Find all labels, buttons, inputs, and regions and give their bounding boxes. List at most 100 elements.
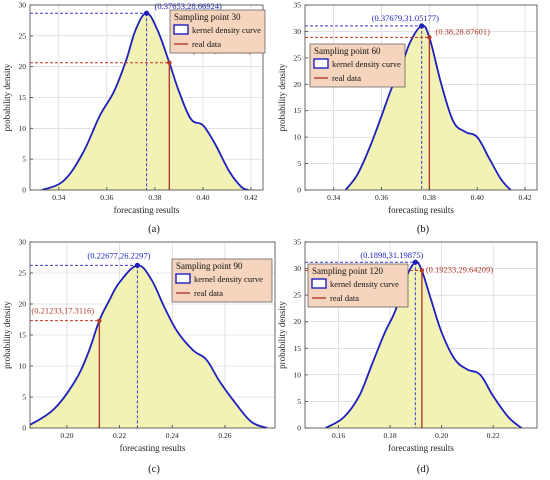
y-tick-label: 35 xyxy=(294,238,302,247)
legend-entry: kernel density curve xyxy=(330,279,399,289)
y-tick-label: 15 xyxy=(294,344,302,353)
y-tick-label: 0 xyxy=(297,424,301,433)
real-point-label: (0.21233,17.3116) xyxy=(31,306,94,316)
legend: Sampling point 30 kernel density curve rea… xyxy=(169,9,266,54)
panel-2: (0.37679,31.05177) (0.38,28.87601) 0.34 0.3… xyxy=(277,1,538,235)
y-tick-label: 30 xyxy=(19,1,27,10)
axes-frame xyxy=(304,241,538,429)
legend: Sampling point 60 kernel density curve rea… xyxy=(309,43,406,88)
x-tick-label: 0.20 xyxy=(60,431,73,440)
x-tick-label: 0.40 xyxy=(471,193,484,202)
density-area xyxy=(30,265,268,428)
legend-title: Sampling point 60 xyxy=(314,46,381,56)
x-tick-label: 0.36 xyxy=(375,193,388,202)
x-tick-label: 0.40 xyxy=(196,193,209,202)
x-tick-label: 0.36 xyxy=(100,193,113,202)
y-tick-label: 20 xyxy=(294,80,302,89)
legend-swatch-curve xyxy=(311,278,327,289)
y-tick-label: 30 xyxy=(294,264,302,273)
y-tick-label: 30 xyxy=(294,27,302,36)
y-tick-label: 5 xyxy=(22,155,26,164)
y-tick-label: 25 xyxy=(294,53,302,62)
x-tick-label: 0.42 xyxy=(244,193,257,202)
x-tick-label: 0.22 xyxy=(487,431,500,440)
legend-entry: real data xyxy=(192,39,221,49)
real-point-marker xyxy=(427,35,432,40)
x-axis-label: forecasting results xyxy=(388,205,454,215)
x-axis-label: forecasting results xyxy=(114,205,180,215)
legend-swatch-curve xyxy=(175,273,191,284)
density-area xyxy=(325,261,522,428)
real-point-marker xyxy=(97,318,102,323)
legend-swatch-curve xyxy=(313,58,329,69)
y-tick-label: 5 xyxy=(297,159,301,168)
density-area xyxy=(345,25,511,190)
legend-entry: kernel density curve xyxy=(192,25,261,35)
x-tick-label: 0.34 xyxy=(327,193,340,202)
mode-point-marker xyxy=(143,10,150,16)
x-tick-label: 0.24 xyxy=(166,431,179,440)
y-tick-label: 10 xyxy=(294,370,302,379)
y-tick-label: 10 xyxy=(294,133,302,142)
x-axis-label: forecasting results xyxy=(120,443,186,453)
kernel-density-curve xyxy=(344,24,512,190)
legend: Sampling point 120 kernel density curve re… xyxy=(307,263,409,308)
x-tick-label: 0.16 xyxy=(332,431,345,440)
x-tick-label: 0.20 xyxy=(435,431,448,440)
legend-entry: real data xyxy=(330,293,359,303)
y-tick-label: 20 xyxy=(19,300,27,309)
y-axis-label: probability density xyxy=(2,301,12,369)
x-tick-label: 0.26 xyxy=(218,431,231,440)
x-axis-label: forecasting results xyxy=(388,443,454,453)
y-tick-label: 35 xyxy=(294,1,302,10)
legend-title: Sampling point 30 xyxy=(174,12,241,22)
axes-frame xyxy=(304,4,538,191)
y-tick-label: 25 xyxy=(19,31,27,40)
density-area xyxy=(42,13,249,190)
y-tick-label: 15 xyxy=(294,106,302,115)
mode-point-label: (0.37679,31.05177) xyxy=(372,13,439,23)
legend-title: Sampling point 90 xyxy=(176,261,243,271)
y-axis-label: probability density xyxy=(277,301,287,369)
subfigure-label: (d) xyxy=(417,464,430,475)
panel-1: (0.37653,28.66924)(0.386,20.64182)0.340.… xyxy=(2,1,266,235)
mode-point-label: (0.37653,28.66924) xyxy=(155,1,222,11)
y-tick-label: 30 xyxy=(19,238,27,247)
y-tick-label: 0 xyxy=(297,186,301,195)
panel-3: (0.22677,26.2297) (0.21233,17.3116) 0.20 0.… xyxy=(2,238,276,475)
mode-point-label: (0.22677,26.2297) xyxy=(87,250,150,260)
y-tick-label: 10 xyxy=(19,362,27,371)
legend-swatch-curve xyxy=(173,24,189,35)
real-point-marker xyxy=(167,60,172,65)
y-tick-label: 10 xyxy=(19,124,27,133)
mode-point-marker xyxy=(134,262,141,268)
y-tick-label: 5 xyxy=(297,397,301,406)
y-tick-label: 0 xyxy=(22,424,26,433)
legend-entry: kernel density curve xyxy=(332,59,401,69)
kernel-density-curve xyxy=(41,12,249,190)
mode-point-label: (0.1898,31.19875) xyxy=(360,250,423,260)
panel-4: (0.1898,31.19875)(0.19233,29.64209) 0.16 0… xyxy=(277,238,538,475)
subfigure-label: (c) xyxy=(148,464,160,475)
x-tick-label: 0.22 xyxy=(113,431,126,440)
y-axis-label: probability density xyxy=(2,63,12,131)
real-point-marker xyxy=(419,268,425,273)
real-point-label: (0.38,28.87601) xyxy=(435,26,490,36)
x-tick-label: 0.18 xyxy=(384,431,397,440)
x-tick-label: 0.38 xyxy=(423,193,436,202)
legend-entry: real data xyxy=(332,73,361,83)
y-tick-label: 20 xyxy=(294,317,302,326)
y-tick-label: 5 xyxy=(22,393,26,402)
y-axis-label: probability density xyxy=(277,63,287,131)
mode-point-marker xyxy=(412,259,418,265)
y-tick-label: 25 xyxy=(19,269,27,278)
real-point-label: (0.19233,29.64209) xyxy=(426,264,493,274)
legend-box xyxy=(171,258,273,303)
mode-point-marker xyxy=(419,23,425,29)
y-tick-label: 0 xyxy=(22,186,26,195)
legend-title: Sampling point 120 xyxy=(312,266,384,276)
legend: Sampling point 90 kernel density curve rea… xyxy=(171,258,273,303)
y-tick-label: 25 xyxy=(294,291,302,300)
legend-entry: real data xyxy=(194,288,223,298)
